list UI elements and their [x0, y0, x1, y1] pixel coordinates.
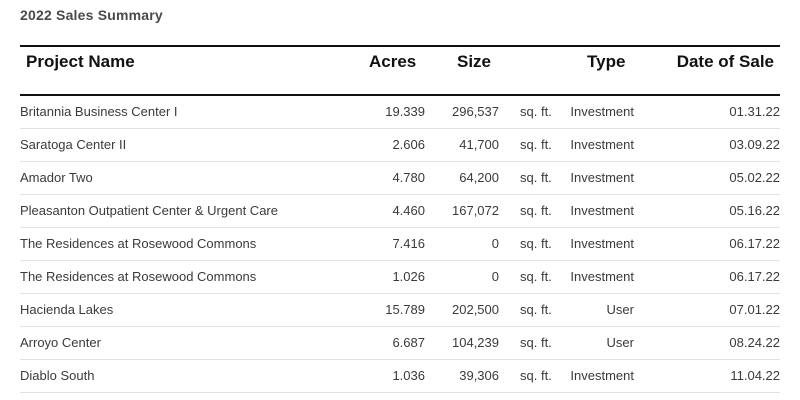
table-row: The Residences at Rosewood Commons 7.416…	[20, 228, 780, 261]
cell-acres: 6.687	[392, 335, 425, 350]
cell-size: 104,239	[452, 335, 499, 350]
cell-acres: 19.339	[385, 104, 425, 119]
cell-acres: 7.416	[392, 236, 425, 251]
cell-type: Investment	[570, 104, 634, 119]
cell-size: 64,200	[459, 170, 499, 185]
cell-type: Investment	[570, 170, 634, 185]
cell-size-unit: sq. ft.	[520, 203, 552, 218]
cell-project-name: Pleasanton Outpatient Center & Urgent Ca…	[20, 203, 278, 218]
table-row: Britannia Business Center I 19.339 296,5…	[20, 96, 780, 129]
cell-date-of-sale: 01.31.22	[729, 104, 780, 119]
cell-project-name: Diablo South	[20, 368, 95, 383]
table-body: Britannia Business Center I 19.339 296,5…	[20, 96, 780, 393]
cell-date-of-sale: 07.01.22	[729, 302, 780, 317]
cell-size: 296,537	[452, 104, 499, 119]
column-header-size: Size	[457, 52, 492, 71]
table-row: The Residences at Rosewood Commons 1.026…	[20, 261, 780, 294]
cell-acres: 2.606	[392, 137, 425, 152]
cell-size: 41,700	[459, 137, 499, 152]
table-row: Arroyo Center 6.687 104,239 sq. ft. User…	[20, 327, 780, 360]
column-header-type: Type	[587, 52, 626, 71]
table-row: Saratoga Center II 2.606 41,700 sq. ft. …	[20, 129, 780, 162]
table-row: Hacienda Lakes 15.789 202,500 sq. ft. Us…	[20, 294, 780, 327]
cell-size-unit: sq. ft.	[520, 335, 552, 350]
cell-acres: 4.460	[392, 203, 425, 218]
cell-size: 39,306	[459, 368, 499, 383]
cell-date-of-sale: 05.16.22	[729, 203, 780, 218]
cell-project-name: Britannia Business Center I	[20, 104, 178, 119]
cell-date-of-sale: 08.24.22	[729, 335, 780, 350]
cell-size-unit: sq. ft.	[520, 269, 552, 284]
table-header: Project Name Acres Size Type Date of Sal…	[20, 50, 780, 74]
column-header-project: Project Name	[26, 52, 135, 71]
cell-date-of-sale: 03.09.22	[729, 137, 780, 152]
cell-project-name: The Residences at Rosewood Commons	[20, 236, 257, 251]
cell-project-name: The Residences at Rosewood Commons	[20, 269, 257, 284]
table-header-rule	[20, 94, 780, 96]
cell-size: 0	[491, 269, 499, 284]
cell-project-name: Hacienda Lakes	[20, 302, 114, 317]
cell-date-of-sale: 05.02.22	[729, 170, 780, 185]
table-top-rule	[20, 45, 780, 47]
cell-type: Investment	[570, 269, 634, 284]
cell-type: Investment	[570, 368, 634, 383]
cell-project-name: Arroyo Center	[20, 335, 101, 350]
cell-type: Investment	[570, 236, 634, 251]
cell-date-of-sale: 06.17.22	[729, 269, 780, 284]
cell-type: Investment	[570, 137, 634, 152]
cell-date-of-sale: 11.04.22	[730, 368, 780, 383]
page-title: 2022 Sales Summary	[20, 7, 163, 23]
cell-size: 0	[491, 236, 499, 251]
cell-size-unit: sq. ft.	[520, 170, 552, 185]
cell-size-unit: sq. ft.	[520, 302, 552, 317]
cell-project-name: Amador Two	[20, 170, 93, 185]
table-row: Diablo South 1.036 39,306 sq. ft. Invest…	[20, 360, 780, 393]
cell-type: User	[606, 302, 634, 317]
table-row: Pleasanton Outpatient Center & Urgent Ca…	[20, 195, 780, 228]
column-header-acres: Acres	[369, 52, 417, 71]
cell-size: 202,500	[452, 302, 499, 317]
cell-acres: 1.026	[392, 269, 425, 284]
cell-size-unit: sq. ft.	[520, 104, 552, 119]
cell-project-name: Saratoga Center II	[20, 137, 127, 152]
cell-size: 167,072	[452, 203, 499, 218]
cell-type: Investment	[570, 203, 634, 218]
cell-date-of-sale: 06.17.22	[729, 236, 780, 251]
cell-acres: 4.780	[392, 170, 425, 185]
cell-size-unit: sq. ft.	[520, 236, 552, 251]
column-header-date: Date of Sale	[676, 52, 774, 71]
cell-acres: 1.036	[392, 368, 425, 383]
table-row: Amador Two 4.780 64,200 sq. ft. Investme…	[20, 162, 780, 195]
cell-acres: 15.789	[385, 302, 425, 317]
cell-size-unit: sq. ft.	[520, 368, 552, 383]
cell-size-unit: sq. ft.	[520, 137, 552, 152]
cell-type: User	[606, 335, 634, 350]
